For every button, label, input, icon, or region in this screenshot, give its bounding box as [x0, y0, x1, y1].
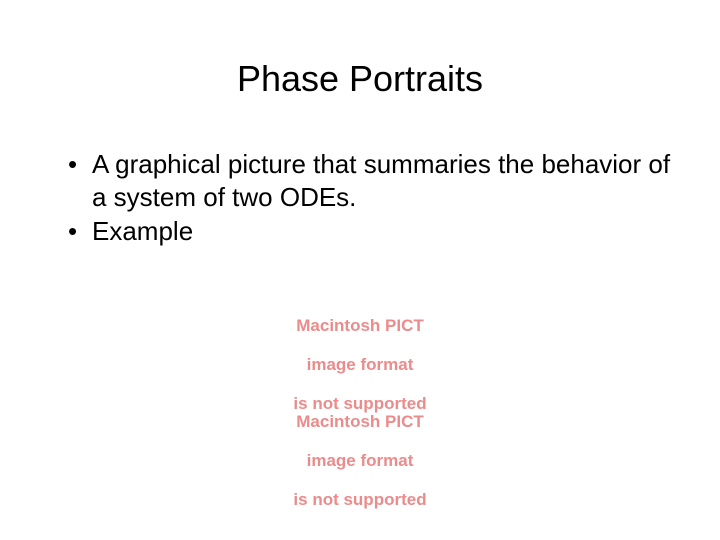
pict-line: image format	[307, 355, 414, 374]
bullet-item: Example	[68, 215, 672, 248]
bullet-item: A graphical picture that summaries the b…	[68, 148, 672, 213]
bullet-list: A graphical picture that summaries the b…	[48, 148, 672, 248]
pict-placeholder: Macintosh PICT image format is not suppo…	[293, 392, 426, 509]
slide-title: Phase Portraits	[48, 58, 672, 100]
slide: Phase Portraits A graphical picture that…	[0, 0, 720, 540]
pict-line: image format	[307, 451, 414, 470]
pict-line: Macintosh PICT	[296, 316, 424, 335]
pict-line: is not supported	[293, 490, 426, 509]
pict-line: Macintosh PICT	[296, 412, 424, 431]
